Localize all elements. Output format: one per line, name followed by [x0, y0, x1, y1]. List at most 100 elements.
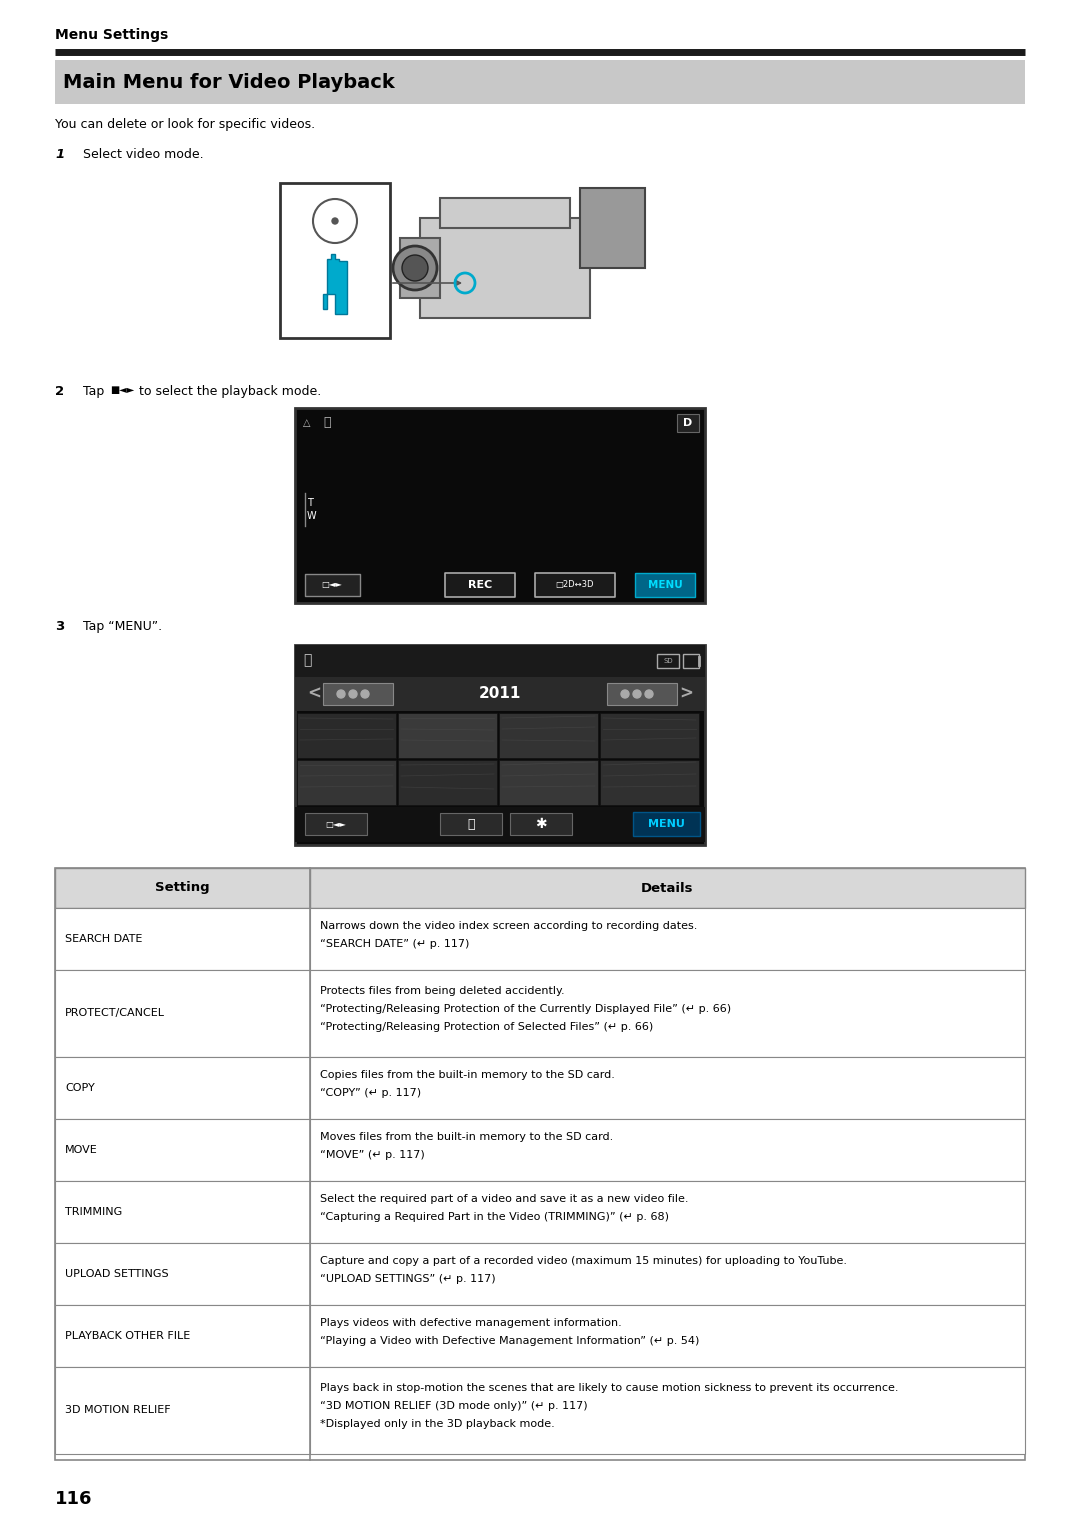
- Text: “UPLOAD SETTINGS” (↵ p. 117): “UPLOAD SETTINGS” (↵ p. 117): [320, 1274, 496, 1284]
- Text: 3D MOTION RELIEF: 3D MOTION RELIEF: [65, 1405, 171, 1416]
- Text: D: D: [684, 418, 692, 428]
- Text: “SEARCH DATE” (↵ p. 117): “SEARCH DATE” (↵ p. 117): [320, 939, 470, 948]
- Bar: [420, 218, 590, 318]
- Bar: [295, 676, 705, 712]
- Bar: [305, 812, 367, 835]
- Bar: [55, 60, 1025, 104]
- Bar: [310, 1057, 1025, 1119]
- Bar: [310, 1180, 1025, 1243]
- Text: 2011: 2011: [478, 687, 522, 701]
- Text: >: >: [679, 686, 693, 702]
- Bar: [657, 654, 679, 667]
- Circle shape: [393, 246, 437, 290]
- Bar: [440, 199, 570, 228]
- Text: MENU: MENU: [648, 818, 685, 829]
- Text: “MOVE” (↵ p. 117): “MOVE” (↵ p. 117): [320, 1150, 424, 1161]
- Bar: [310, 909, 1025, 970]
- Text: Capture and copy a part of a recorded video (maximum 15 minutes) for uploading t: Capture and copy a part of a recorded vi…: [320, 1257, 847, 1266]
- Text: 1: 1: [55, 148, 64, 160]
- Text: “COPY” (↵ p. 117): “COPY” (↵ p. 117): [320, 1089, 421, 1098]
- Text: “Capturing a Required Part in the Video (TRIMMING)” (↵ p. 68): “Capturing a Required Part in the Video …: [320, 1212, 669, 1222]
- Text: TRIMMING: TRIMMING: [65, 1206, 122, 1217]
- Bar: [55, 1119, 310, 1180]
- Text: 3: 3: [55, 620, 64, 634]
- Text: ⛽: ⛽: [468, 817, 475, 831]
- Text: Moves files from the built-in memory to the SD card.: Moves files from the built-in memory to …: [320, 1132, 613, 1142]
- Bar: [295, 408, 705, 603]
- Text: T: T: [307, 498, 313, 508]
- Text: SEARCH DATE: SEARCH DATE: [65, 935, 143, 944]
- Circle shape: [621, 690, 629, 698]
- Bar: [55, 867, 1025, 1460]
- Text: Plays videos with defective management information.: Plays videos with defective management i…: [320, 1318, 622, 1328]
- Bar: [55, 909, 310, 970]
- Bar: [55, 1243, 310, 1306]
- Text: ✱: ✱: [536, 817, 546, 831]
- Bar: [280, 183, 390, 337]
- Bar: [400, 238, 440, 298]
- Text: Plays back in stop-motion the scenes that are likely to cause motion sickness to: Plays back in stop-motion the scenes tha…: [320, 1383, 899, 1393]
- Bar: [310, 1119, 1025, 1180]
- Bar: [55, 970, 310, 1057]
- Bar: [635, 573, 696, 597]
- Bar: [399, 760, 497, 805]
- Bar: [677, 414, 699, 432]
- Bar: [310, 1367, 1025, 1454]
- Circle shape: [633, 690, 642, 698]
- Text: You can delete or look for specific videos.: You can delete or look for specific vide…: [55, 118, 315, 131]
- Text: ■◄►: ■◄►: [110, 385, 134, 395]
- Text: Main Menu for Video Playback: Main Menu for Video Playback: [63, 72, 395, 92]
- Text: UPLOAD SETTINGS: UPLOAD SETTINGS: [65, 1269, 168, 1280]
- Text: □2D↔3D: □2D↔3D: [556, 580, 594, 589]
- Text: MOVE: MOVE: [65, 1145, 98, 1154]
- Polygon shape: [323, 253, 347, 315]
- Text: MENU: MENU: [648, 580, 683, 589]
- Text: *Displayed only in the 3D playback mode.: *Displayed only in the 3D playback mode.: [320, 1419, 555, 1429]
- Circle shape: [332, 218, 338, 224]
- Bar: [499, 713, 598, 757]
- Text: Protects files from being deleted accidently.: Protects files from being deleted accide…: [320, 986, 565, 996]
- Text: SD: SD: [663, 658, 673, 664]
- Bar: [310, 970, 1025, 1057]
- Text: Select the required part of a video and save it as a new video file.: Select the required part of a video and …: [320, 1194, 689, 1203]
- Text: W: W: [307, 512, 316, 521]
- Bar: [535, 573, 615, 597]
- Bar: [295, 644, 705, 676]
- Bar: [310, 867, 1025, 909]
- Bar: [440, 812, 502, 835]
- Bar: [55, 1306, 310, 1367]
- Text: <: <: [307, 686, 321, 702]
- Circle shape: [349, 690, 357, 698]
- Bar: [683, 654, 699, 667]
- Text: Setting: Setting: [154, 881, 210, 895]
- Text: COPY: COPY: [65, 1083, 95, 1093]
- Text: 🎥: 🎥: [303, 654, 311, 667]
- Bar: [633, 812, 700, 835]
- Bar: [310, 1243, 1025, 1306]
- Bar: [297, 713, 396, 757]
- Text: Narrows down the video index screen according to recording dates.: Narrows down the video index screen acco…: [320, 921, 698, 931]
- Text: “3D MOTION RELIEF (3D mode only)” (↵ p. 117): “3D MOTION RELIEF (3D mode only)” (↵ p. …: [320, 1400, 588, 1411]
- Bar: [55, 1367, 310, 1454]
- Text: 2: 2: [55, 385, 64, 399]
- Bar: [310, 1306, 1025, 1367]
- Text: Menu Settings: Menu Settings: [55, 27, 168, 43]
- Circle shape: [402, 255, 428, 281]
- Text: □◄►: □◄►: [325, 820, 347, 829]
- Bar: [305, 574, 360, 596]
- Bar: [295, 806, 705, 841]
- Text: Details: Details: [640, 881, 693, 895]
- Bar: [607, 683, 677, 705]
- Text: “Protecting/Releasing Protection of Selected Files” (↵ p. 66): “Protecting/Releasing Protection of Sele…: [320, 1022, 653, 1032]
- Text: PLAYBACK OTHER FILE: PLAYBACK OTHER FILE: [65, 1332, 190, 1341]
- Text: Select video mode.: Select video mode.: [83, 148, 204, 160]
- Text: Copies files from the built-in memory to the SD card.: Copies files from the built-in memory to…: [320, 1070, 615, 1080]
- Circle shape: [361, 690, 369, 698]
- Bar: [399, 713, 497, 757]
- Circle shape: [337, 690, 345, 698]
- Bar: [297, 760, 396, 805]
- Text: △: △: [303, 418, 311, 428]
- Bar: [323, 683, 393, 705]
- Bar: [295, 644, 705, 844]
- Text: ⛹: ⛹: [323, 415, 330, 429]
